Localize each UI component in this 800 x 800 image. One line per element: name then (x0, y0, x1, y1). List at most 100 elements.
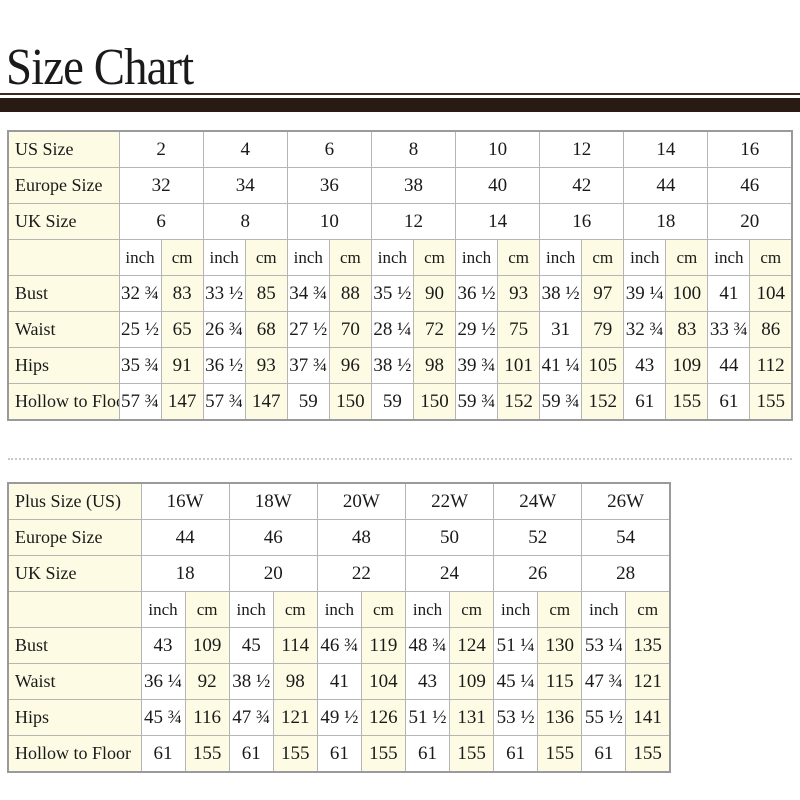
inch-value: 31 (539, 311, 583, 348)
size-cell: 54 (581, 519, 671, 556)
cm-value: 65 (160, 311, 204, 348)
size-cell: 18 (623, 203, 709, 240)
cm-value: 109 (184, 627, 230, 664)
cm-value: 109 (665, 347, 709, 384)
size-row: Europe Size 32 34 36 38 40 42 44 46 (7, 167, 793, 204)
size-cell: 48 (316, 519, 406, 556)
size-cell: 42 (539, 167, 625, 204)
inch-value: 41 (316, 663, 362, 700)
row-label: Hips (7, 699, 142, 736)
cm-value: 79 (581, 311, 625, 348)
row-label: Europe Size (7, 519, 142, 556)
cm-value: 72 (412, 311, 457, 348)
size-cell: 16W (140, 482, 230, 520)
unit-inch: inch (539, 239, 583, 276)
cm-value: 155 (449, 735, 495, 773)
size-row: UK Size 18 20 22 24 26 28 (7, 555, 671, 592)
inch-value: 59 (286, 383, 330, 421)
inch-value: 35 ¾ (118, 347, 162, 384)
inch-value: 53 ½ (493, 699, 539, 736)
inch-value: 45 ¼ (493, 663, 539, 700)
cm-value: 88 (328, 275, 372, 312)
row-label: Waist (7, 311, 120, 348)
size-cell: 20 (707, 203, 793, 240)
row-label: Plus Size (US) (7, 482, 142, 520)
unit-cm: cm (328, 239, 372, 276)
cm-value: 155 (360, 735, 406, 773)
unit-cm: cm (749, 239, 793, 276)
size-cell: 16 (539, 203, 625, 240)
cm-value: 150 (328, 383, 372, 421)
cm-value: 75 (497, 311, 541, 348)
size-cell: 44 (623, 167, 709, 204)
inch-value: 51 ½ (404, 699, 451, 736)
cm-value: 91 (160, 347, 204, 384)
inch-value: 39 ¼ (623, 275, 667, 312)
row-label: Hollow to Floor (7, 735, 142, 773)
cm-value: 98 (272, 663, 318, 700)
unit-cm: cm (581, 239, 625, 276)
cm-value: 152 (581, 383, 625, 421)
inch-value: 59 (370, 383, 414, 421)
inch-value: 25 ½ (118, 311, 162, 348)
cm-value: 155 (665, 383, 709, 421)
cm-value: 116 (184, 699, 230, 736)
inch-value: 39 ¾ (454, 347, 499, 384)
cm-value: 85 (244, 275, 288, 312)
unit-cm: cm (537, 591, 583, 628)
size-row: UK Size 6 8 10 12 14 16 18 20 (7, 203, 793, 240)
size-cell: 6 (118, 203, 204, 240)
size-cell: 20 (228, 555, 318, 592)
cm-value: 155 (625, 735, 671, 773)
cm-value: 115 (537, 663, 583, 700)
cm-value: 68 (244, 311, 288, 348)
cm-value: 155 (749, 383, 793, 421)
cm-value: 150 (412, 383, 457, 421)
inch-value: 45 (228, 627, 274, 664)
size-cell: 6 (286, 130, 372, 168)
section-divider (8, 458, 792, 460)
row-label: Hips (7, 347, 120, 384)
inch-value: 38 ½ (228, 663, 274, 700)
size-cell: 26W (581, 482, 671, 520)
inch-value: 38 ½ (539, 275, 583, 312)
unit-row-label (7, 591, 142, 628)
size-cell: 44 (140, 519, 230, 556)
unit-cm: cm (360, 591, 406, 628)
size-cell: 14 (454, 203, 541, 240)
cm-value: 130 (537, 627, 583, 664)
unit-cm: cm (184, 591, 230, 628)
inch-value: 33 ½ (202, 275, 246, 312)
inch-value: 59 ¾ (454, 383, 499, 421)
inch-value: 43 (623, 347, 667, 384)
standard-size-table: US Size 2 4 6 8 10 12 14 16 Europe Size 32 34 36 38 40… (7, 130, 793, 421)
unit-cm: cm (497, 239, 541, 276)
size-cell: 14 (623, 130, 709, 168)
unit-inch: inch (623, 239, 667, 276)
inch-value: 46 ¾ (316, 627, 362, 664)
row-label: UK Size (7, 203, 120, 240)
measure-row: Bust 32 ¾ 83 33 ½ 85 34 ¾ 88 35 ½ 90 36 ½ 93 38 ½ 97… (7, 275, 793, 312)
cm-value: 136 (537, 699, 583, 736)
size-cell: 10 (286, 203, 372, 240)
inch-value: 36 ½ (454, 275, 499, 312)
inch-value: 57 ¾ (118, 383, 162, 421)
inch-value: 43 (404, 663, 451, 700)
cm-value: 83 (160, 275, 204, 312)
unit-cm: cm (625, 591, 671, 628)
cm-value: 92 (184, 663, 230, 700)
unit-inch: inch (707, 239, 751, 276)
measure-row: Hollow to Floor 61 155 61 155 61 155 61 155 61 155… (7, 735, 671, 773)
size-cell: 26 (493, 555, 583, 592)
inch-value: 37 ¾ (286, 347, 330, 384)
size-cell: 36 (286, 167, 372, 204)
measure-row: Hips 45 ¾ 116 47 ¾ 121 49 ½ 126 51 ½ 131 53 ½ 136 5… (7, 699, 671, 736)
inch-value: 33 ¾ (707, 311, 751, 348)
inch-value: 45 ¾ (140, 699, 186, 736)
row-label: Waist (7, 663, 142, 700)
row-label: UK Size (7, 555, 142, 592)
size-cell: 46 (228, 519, 318, 556)
title-rule-thin (0, 93, 800, 95)
inch-value: 61 (707, 383, 751, 421)
